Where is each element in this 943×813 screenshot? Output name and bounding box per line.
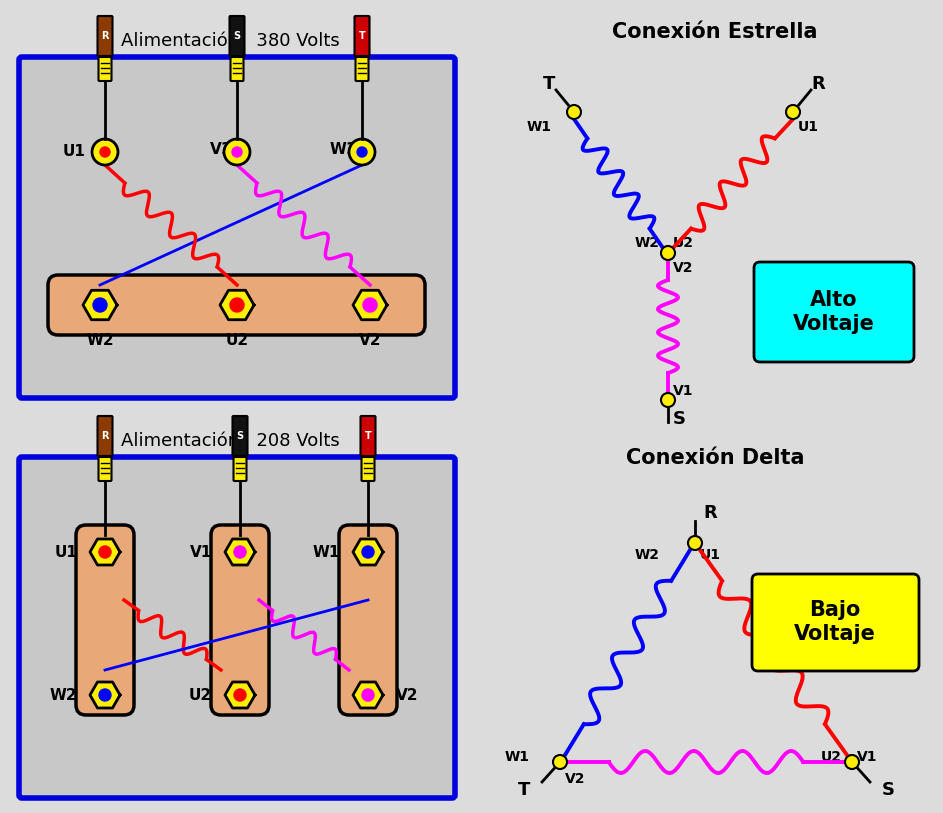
Polygon shape: [220, 290, 254, 320]
Polygon shape: [225, 682, 255, 708]
Polygon shape: [225, 539, 255, 565]
Circle shape: [845, 755, 859, 769]
Text: Alto
Voltaje: Alto Voltaje: [793, 290, 875, 333]
FancyBboxPatch shape: [360, 416, 375, 456]
Text: R: R: [703, 504, 717, 522]
FancyBboxPatch shape: [234, 457, 246, 481]
FancyBboxPatch shape: [19, 457, 455, 798]
FancyBboxPatch shape: [754, 262, 914, 362]
FancyBboxPatch shape: [211, 525, 269, 715]
Circle shape: [92, 139, 118, 165]
Polygon shape: [353, 682, 383, 708]
Text: U2: U2: [189, 688, 212, 702]
Text: R: R: [101, 31, 108, 41]
Circle shape: [100, 147, 110, 157]
Text: W1: W1: [527, 120, 552, 134]
Text: Conexión Delta: Conexión Delta: [626, 448, 804, 468]
FancyBboxPatch shape: [97, 16, 112, 56]
Circle shape: [661, 393, 675, 407]
FancyBboxPatch shape: [97, 416, 112, 456]
Circle shape: [230, 298, 244, 312]
FancyBboxPatch shape: [361, 457, 374, 481]
Text: U2: U2: [225, 333, 249, 348]
Text: V2: V2: [358, 333, 381, 348]
Circle shape: [224, 139, 250, 165]
Text: W1: W1: [330, 142, 357, 158]
Text: S: S: [237, 431, 243, 441]
Text: V1: V1: [209, 142, 232, 158]
Polygon shape: [353, 539, 383, 565]
Text: Bajo
Voltaje: Bajo Voltaje: [794, 600, 876, 644]
Circle shape: [362, 689, 374, 701]
Text: Alimentación   208 Volts: Alimentación 208 Volts: [121, 432, 339, 450]
FancyBboxPatch shape: [19, 57, 455, 398]
Text: W2: W2: [86, 333, 114, 348]
Circle shape: [362, 546, 374, 558]
Text: V2: V2: [673, 261, 693, 275]
Text: Conexión Estrella: Conexión Estrella: [612, 22, 818, 42]
Polygon shape: [83, 290, 117, 320]
FancyBboxPatch shape: [752, 574, 919, 671]
Text: T: T: [518, 781, 530, 799]
Text: U1: U1: [62, 145, 85, 159]
Text: R: R: [101, 431, 108, 441]
Circle shape: [786, 105, 800, 119]
FancyBboxPatch shape: [355, 16, 370, 56]
Text: T: T: [543, 75, 555, 93]
Text: Alimentación   380 Volts: Alimentación 380 Volts: [121, 32, 339, 50]
Circle shape: [553, 755, 567, 769]
FancyBboxPatch shape: [230, 57, 243, 81]
FancyBboxPatch shape: [98, 457, 111, 481]
Circle shape: [234, 689, 246, 701]
Circle shape: [688, 536, 702, 550]
Text: U1: U1: [700, 548, 721, 562]
Circle shape: [232, 147, 242, 157]
FancyBboxPatch shape: [356, 57, 369, 81]
Text: V1: V1: [190, 545, 212, 559]
Text: S: S: [234, 31, 240, 41]
Text: S: S: [673, 410, 686, 428]
Text: S: S: [882, 781, 895, 799]
Text: V1: V1: [857, 750, 878, 764]
Text: U2: U2: [821, 750, 842, 764]
Circle shape: [93, 298, 107, 312]
Text: U2: U2: [673, 236, 694, 250]
Circle shape: [234, 546, 246, 558]
Circle shape: [99, 689, 111, 701]
Circle shape: [363, 298, 377, 312]
Circle shape: [661, 246, 675, 260]
Text: W1: W1: [313, 545, 340, 559]
FancyBboxPatch shape: [76, 525, 134, 715]
Text: W2: W2: [635, 548, 660, 562]
Text: W2: W2: [635, 236, 660, 250]
Text: U1: U1: [54, 545, 77, 559]
Polygon shape: [90, 539, 120, 565]
Text: U1: U1: [798, 120, 819, 134]
FancyBboxPatch shape: [229, 16, 244, 56]
Text: V2: V2: [396, 688, 419, 702]
Circle shape: [567, 105, 581, 119]
Text: T: T: [365, 431, 372, 441]
Circle shape: [349, 139, 375, 165]
Circle shape: [357, 147, 367, 157]
Text: W1: W1: [505, 750, 530, 764]
Circle shape: [99, 546, 111, 558]
Text: T: T: [358, 31, 365, 41]
Text: V2: V2: [565, 772, 586, 786]
Polygon shape: [353, 290, 387, 320]
FancyBboxPatch shape: [48, 275, 425, 335]
Text: W2: W2: [49, 688, 77, 702]
FancyBboxPatch shape: [233, 416, 247, 456]
FancyBboxPatch shape: [98, 57, 111, 81]
Text: R: R: [811, 75, 825, 93]
Text: V1: V1: [673, 384, 693, 398]
FancyBboxPatch shape: [339, 525, 397, 715]
Polygon shape: [90, 682, 120, 708]
